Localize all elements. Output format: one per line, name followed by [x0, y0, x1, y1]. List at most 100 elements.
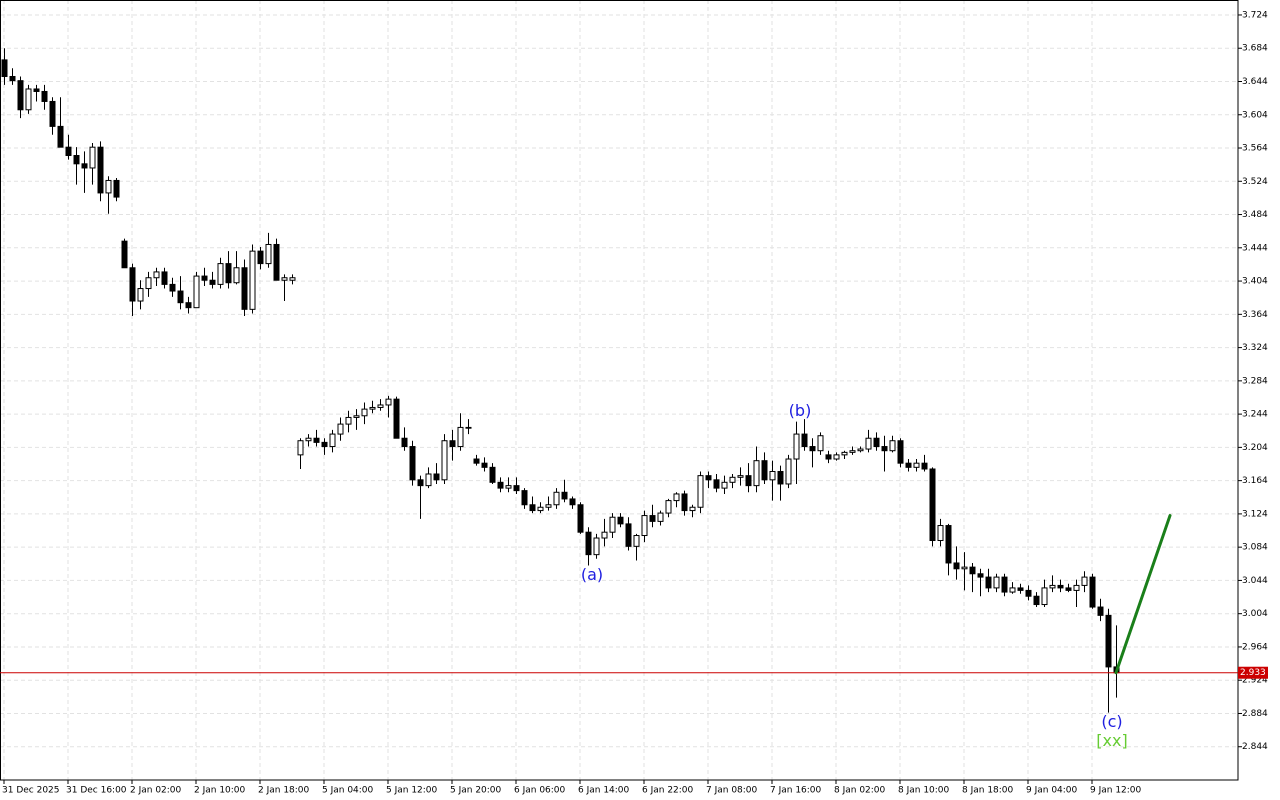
y-tick-label: 3.484 [1242, 210, 1268, 220]
candle-body [217, 263, 224, 285]
candle-body [73, 155, 80, 165]
candle-body [281, 277, 288, 281]
candle-body [937, 525, 944, 542]
x-tick-label: 2 Jan 18:00 [258, 786, 310, 796]
candle-body [945, 525, 952, 564]
y-tick-label: 3.644 [1242, 77, 1268, 87]
candle-body [409, 446, 416, 481]
candle-body [49, 100, 56, 127]
x-tick-label: 5 Jan 20:00 [450, 786, 502, 796]
candle-body [953, 562, 960, 570]
candle-body [361, 408, 368, 417]
candle-body [609, 516, 616, 533]
candle-body [985, 576, 992, 589]
candle-body [561, 491, 568, 500]
candle-body [1017, 587, 1024, 591]
candle-body [545, 504, 552, 508]
candle-body [777, 470, 784, 485]
candle-body [801, 433, 808, 448]
wave-label: (c) [1101, 712, 1122, 731]
candle-body [529, 504, 536, 512]
candle-body [665, 500, 672, 514]
y-tick-label: 3.164 [1242, 476, 1268, 486]
candle-body [897, 440, 904, 464]
x-tick-label: 7 Jan 16:00 [770, 786, 822, 796]
wave-label: [xx] [1096, 731, 1127, 750]
x-tick-label: 7 Jan 08:00 [706, 786, 758, 796]
candle-body [993, 576, 1000, 589]
y-tick-label: 3.324 [1242, 343, 1268, 353]
x-tick-label: 9 Jan 04:00 [1026, 786, 1078, 796]
candle-body [185, 302, 192, 309]
candle-body [385, 398, 392, 406]
candle-body [289, 277, 296, 281]
x-tick-label: 8 Jan 10:00 [898, 786, 950, 796]
candle-body [625, 523, 632, 547]
candle-body [433, 473, 440, 481]
candle-body [881, 446, 888, 452]
y-tick-label: 2.924 [1242, 676, 1268, 686]
candle-body [321, 441, 328, 448]
y-tick-label: 2.884 [1242, 709, 1268, 719]
candle-body [713, 479, 720, 489]
candle-body [505, 485, 512, 489]
candle-body [329, 433, 336, 448]
candle-body [441, 440, 448, 481]
candle-body [641, 515, 648, 537]
candle-body [1041, 587, 1048, 606]
x-tick-label: 5 Jan 04:00 [322, 786, 374, 796]
candle-body [457, 426, 464, 448]
candle-body [1025, 589, 1032, 597]
candle-body [729, 476, 736, 483]
candle-body [57, 125, 64, 148]
candle-body [169, 283, 176, 292]
candle-body [553, 491, 560, 506]
candle-body [369, 406, 376, 410]
candle-body [617, 516, 624, 525]
candle-body [769, 470, 776, 481]
candle-body [633, 535, 640, 547]
candle-body [201, 275, 208, 281]
candle-body [1, 59, 8, 78]
y-tick-label: 3.044 [1242, 576, 1268, 586]
y-tick-label: 3.404 [1242, 277, 1268, 287]
candle-body [41, 90, 48, 102]
x-tick-label: 6 Jan 06:00 [514, 786, 566, 796]
candle-body [577, 504, 584, 533]
candle-body [905, 462, 912, 468]
candle-body [913, 462, 920, 468]
candle-body [569, 498, 576, 506]
candle-body [785, 458, 792, 485]
candle-body [1097, 606, 1104, 616]
candle-body [305, 437, 312, 442]
candle-body [25, 88, 32, 111]
candle-body [1009, 587, 1016, 593]
candle-body [113, 179, 120, 198]
candle-body [449, 440, 456, 448]
y-tick-label: 3.124 [1242, 509, 1268, 519]
candle-body [313, 437, 320, 443]
x-tick-label: 31 Dec 16:00 [66, 786, 127, 796]
candle-body [521, 490, 528, 506]
candle-body [297, 440, 304, 456]
wave-label: (b) [789, 401, 812, 420]
y-tick-label: 3.564 [1242, 144, 1268, 154]
candle-body [1089, 576, 1096, 608]
candle-body [97, 146, 104, 194]
current-price-label: 2.933 [1240, 668, 1266, 678]
candle-body [889, 440, 896, 452]
candle-body [969, 566, 976, 575]
candle-body [1081, 576, 1088, 586]
y-tick-label: 2.844 [1242, 742, 1268, 752]
candle-body [977, 573, 984, 578]
candle-body [249, 250, 256, 310]
candle-body [1105, 614, 1112, 668]
y-tick-label: 3.084 [1242, 543, 1268, 553]
candle-body [33, 88, 40, 92]
candle-body [761, 460, 768, 481]
candle-body [161, 271, 168, 285]
x-tick-label: 9 Jan 12:00 [1090, 786, 1142, 796]
